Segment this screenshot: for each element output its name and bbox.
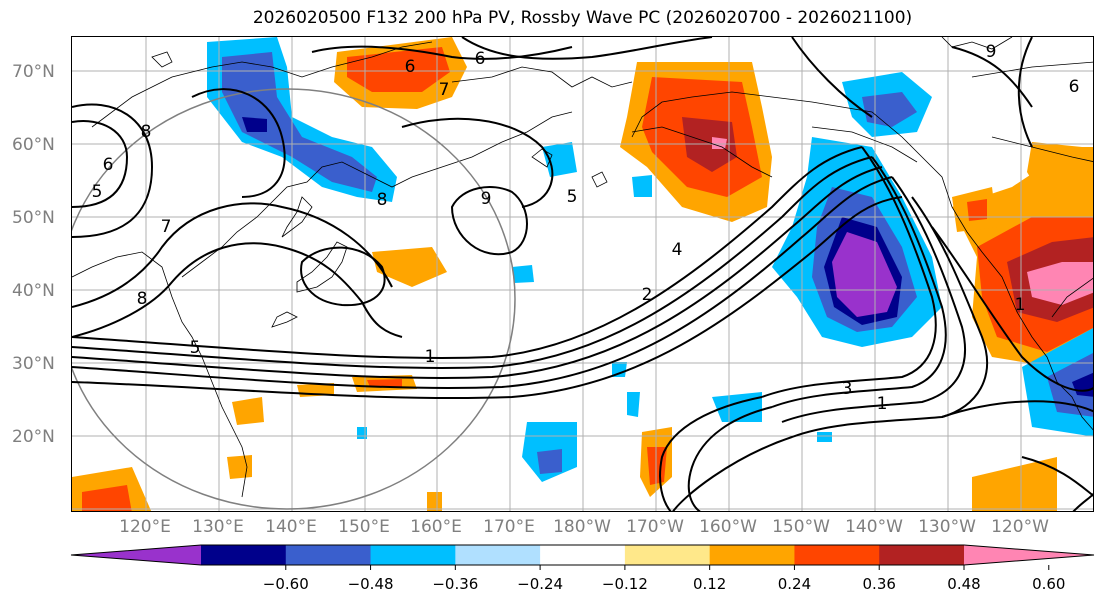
colorbar-segment — [201, 545, 287, 565]
contour-label: 8 — [141, 122, 152, 142]
contour-label: 1 — [425, 347, 436, 367]
contour-label: 7 — [161, 217, 172, 237]
map-panel: 6 6 8 6 7 8 9 8 5 1 2 4 3 1 1 6 9 7 5 5 — [71, 36, 1094, 512]
colorbar-segment — [540, 545, 626, 565]
reference-circle — [72, 88, 516, 510]
lon-label-120w: 120°W — [991, 517, 1049, 537]
colorbar-tick: 0.24 — [777, 575, 812, 593]
lat-label-30n: 30°N — [12, 354, 55, 374]
lat-label-20n: 20°N — [12, 427, 55, 447]
lon-label-140e: 140°E — [265, 517, 317, 537]
lon-label-150e: 150°E — [338, 517, 390, 537]
lon-label-130w: 130°W — [918, 517, 976, 537]
colorbar-segment — [879, 545, 965, 565]
coastlines — [72, 37, 1093, 498]
contour-label: 6 — [405, 57, 416, 77]
colorbar-tick: −0.60 — [262, 575, 309, 593]
pv-contours — [72, 37, 1093, 511]
colorbar-tick: 0.36 — [862, 575, 896, 593]
contour-label: 5 — [190, 338, 201, 358]
contour-label: 8 — [377, 190, 388, 210]
colorbar-tick: −0.24 — [517, 575, 564, 593]
colorbar-tick: −0.36 — [432, 575, 479, 593]
lon-label-140w: 140°W — [845, 517, 903, 537]
contour-label: 6 — [103, 155, 114, 175]
map-title: 2026020500 F132 200 hPa PV, Rossby Wave … — [252, 8, 913, 28]
contour-label: 6 — [1069, 77, 1080, 97]
colorbar-segment — [370, 545, 456, 565]
lon-label-160e: 160°E — [410, 517, 462, 537]
contour-label: 3 — [842, 379, 853, 399]
lat-label-70n: 70°N — [12, 62, 55, 82]
colorbar-tick: 0.60 — [1032, 575, 1066, 593]
lon-label-150w: 150°W — [772, 517, 830, 537]
colorbar-outline — [70, 544, 1095, 566]
contour-label: 5 — [567, 187, 578, 207]
colorbar-extend-low — [71, 545, 201, 565]
colorbar-segment — [455, 545, 541, 565]
lat-label-50n: 50°N — [12, 208, 55, 228]
contour-label: 2 — [642, 285, 653, 305]
colorbar-segment — [624, 545, 711, 565]
lat-label-40n: 40°N — [12, 281, 55, 301]
contour-label: 1 — [877, 394, 888, 414]
lat-label-60n: 60°N — [12, 135, 55, 155]
colorbar-tick: −0.12 — [601, 575, 648, 593]
lon-label-180w: 180°W — [553, 517, 611, 537]
contour-label: 1 — [1015, 295, 1026, 315]
map-canvas: 6 6 8 6 7 8 9 8 5 1 2 4 3 1 1 6 9 7 5 5 — [72, 37, 1093, 511]
contour-labels: 6 6 8 6 7 8 9 8 5 1 2 4 3 1 1 6 9 7 5 5 — [92, 42, 1080, 414]
colorbar-segment — [709, 545, 795, 565]
colorbar-segment — [285, 545, 372, 565]
lon-label-170e: 170°E — [483, 517, 535, 537]
lon-label-170w: 170°W — [626, 517, 684, 537]
contour-label: 7 — [439, 80, 450, 100]
contour-label: 9 — [986, 42, 997, 62]
contour-label: 9 — [481, 189, 492, 209]
contour-label: 6 — [475, 49, 486, 69]
contour-label: 8 — [137, 289, 148, 309]
colorbar-segment — [794, 545, 880, 565]
colorbar-tick: 0.12 — [692, 575, 727, 593]
contour-label: 5 — [92, 182, 103, 202]
pv-anomaly-shading — [72, 37, 1093, 511]
colorbar-extend-high — [964, 545, 1094, 565]
lon-label-130e: 130°E — [192, 517, 244, 537]
lon-label-160w: 160°W — [699, 517, 757, 537]
contour-label: 4 — [672, 240, 683, 260]
colorbar-tick: 0.48 — [947, 575, 981, 593]
lon-label-120e: 120°E — [119, 517, 171, 537]
colorbar-tick: −0.48 — [347, 575, 394, 593]
